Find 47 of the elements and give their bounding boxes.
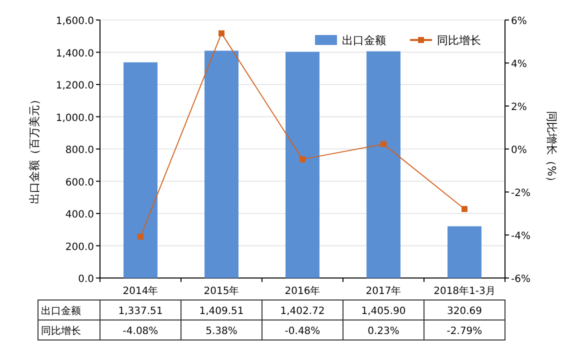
- y-tick-label: 1,200.0: [56, 80, 94, 92]
- data-label: -4.08%: [122, 326, 158, 337]
- y-tick-label: 1,600.0: [56, 16, 94, 27]
- point: [300, 156, 306, 162]
- y-tick-label: 200.0: [65, 242, 94, 253]
- y2-tick-label: 0%: [511, 145, 527, 156]
- x-tick-label: 2015年: [204, 285, 240, 297]
- bar: [124, 62, 158, 278]
- x-tick-label: 2014年: [122, 285, 158, 297]
- text: 出口金额: [41, 306, 81, 317]
- legend-label: 出口金额: [342, 34, 386, 47]
- y2-tick-label: -6%: [511, 274, 530, 285]
- data-label: 1,409.51: [199, 306, 244, 317]
- bar: [448, 226, 482, 278]
- y2-tick-label: 2%: [511, 102, 527, 113]
- y2-tick-label: 6%: [511, 16, 527, 27]
- y2-tick-label: 4%: [511, 59, 527, 70]
- point: [138, 234, 144, 240]
- data-label: -2.79%: [446, 326, 482, 337]
- x-tick-label: 2016年: [284, 285, 320, 297]
- data-label: 1,337.51: [118, 306, 163, 317]
- data-label: 320.69: [447, 306, 482, 317]
- point: [380, 141, 386, 148]
- data-label: 5.38%: [206, 326, 238, 337]
- data-label: -0.48%: [284, 326, 320, 337]
- y-tick-label: 1,000.0: [56, 112, 94, 124]
- point: [218, 30, 224, 36]
- y-tick-label: 600.0: [65, 177, 94, 188]
- y2-tick-label: -4%: [511, 231, 530, 242]
- y-tick-label: 800.0: [65, 145, 94, 156]
- data-label: 1,405.90: [361, 306, 406, 317]
- data-label: 1,402.72: [280, 306, 325, 317]
- text: 同比增长: [41, 326, 81, 337]
- bar: [204, 50, 238, 278]
- y-tick-label: 1,400.0: [56, 48, 94, 60]
- y-tick-label: 400.0: [65, 210, 94, 220]
- x-tick-label: 2018年1-3月: [434, 285, 496, 297]
- y2-axis-title: 同比增长（%）: [545, 110, 558, 188]
- point: [462, 206, 468, 212]
- bar: [286, 52, 320, 278]
- x-tick-label: 2017年: [366, 285, 402, 297]
- legend-label: 同比增长: [437, 34, 481, 47]
- y-axis-title: 出口金额（百万美元）: [28, 94, 41, 204]
- y-tick-label: 0.0: [78, 274, 94, 285]
- y2-tick-label: -2%: [511, 188, 530, 199]
- data-label: 0.23%: [368, 326, 400, 337]
- bar: [366, 51, 400, 278]
